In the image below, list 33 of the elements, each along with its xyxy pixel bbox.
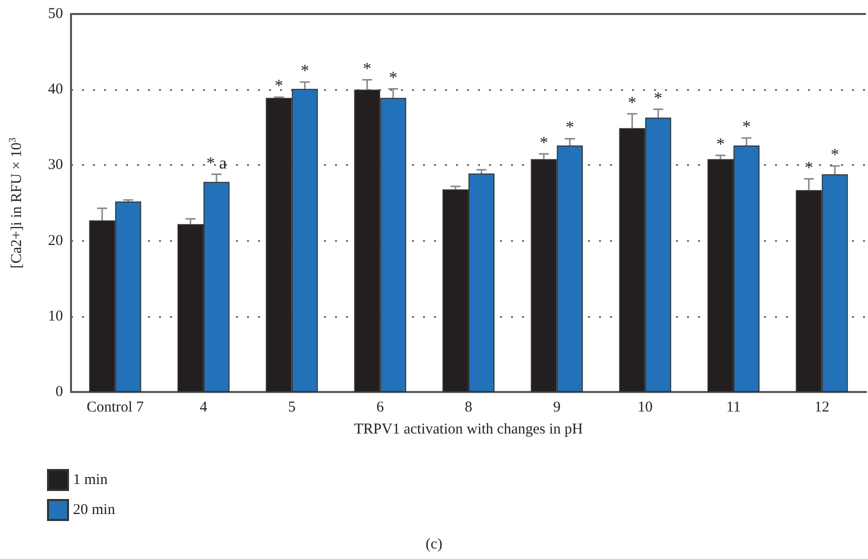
y-tick-label: 20 bbox=[48, 232, 63, 249]
annotation: * bbox=[566, 118, 574, 137]
x-tick-label: 4 bbox=[200, 400, 208, 416]
x-tick-label: 9 bbox=[553, 400, 561, 416]
annotation: * bbox=[362, 58, 372, 78]
y-tick-label: 10 bbox=[48, 308, 63, 324]
y-tick-label: 40 bbox=[48, 82, 63, 98]
annotation: * bbox=[830, 144, 840, 164]
y-tick-label: 50 bbox=[48, 6, 63, 22]
annotation: * bbox=[804, 158, 814, 177]
x-tick-label: 11 bbox=[726, 400, 741, 416]
annotation: * a bbox=[206, 153, 228, 172]
annotation: * bbox=[654, 88, 662, 108]
x-tick-label: 8 bbox=[464, 400, 472, 416]
legend-label: 20 min bbox=[73, 502, 116, 518]
x-tick-label: 12 bbox=[814, 400, 830, 416]
x-tick-label: 10 bbox=[638, 400, 653, 416]
y-tick-label: 0 bbox=[56, 384, 63, 400]
annotation: * bbox=[716, 134, 725, 154]
legend-label: 1 min bbox=[73, 472, 108, 488]
x-tick-label: 5 bbox=[288, 400, 296, 416]
x-axis-title: TRPV1 activation with changes in pH bbox=[354, 422, 584, 438]
annotation: * bbox=[742, 116, 751, 136]
y-axis-title: [Ca2+]i in RFU × 103 bbox=[8, 137, 25, 269]
annotation: * bbox=[540, 132, 548, 152]
annotation: * bbox=[628, 92, 636, 112]
text: (c) bbox=[426, 536, 442, 552]
annotation: * bbox=[388, 68, 398, 87]
annotation: * bbox=[300, 61, 310, 80]
x-tick-label: Control 7 bbox=[86, 400, 144, 416]
x-tick-label: 6 bbox=[376, 400, 384, 416]
y-tick-label: 30 bbox=[48, 157, 63, 174]
annotation: * bbox=[274, 76, 284, 96]
